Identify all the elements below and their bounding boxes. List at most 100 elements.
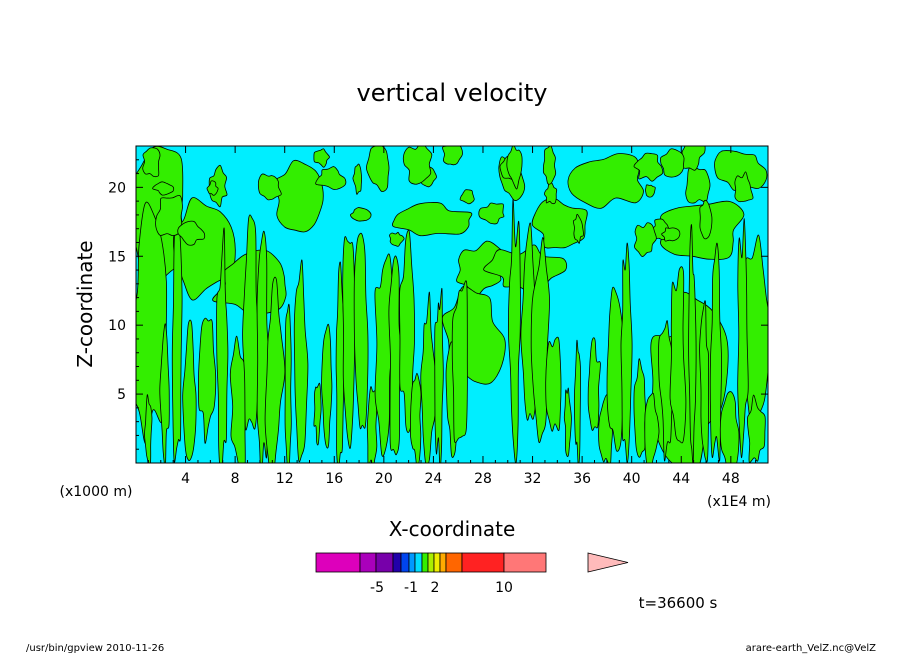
- colorbar-segment: [421, 552, 429, 573]
- x-tick-label: 32: [524, 471, 542, 487]
- x-tick-label: 16: [325, 471, 343, 487]
- colorbar-segment: [400, 552, 410, 573]
- velocity-contour-field: [136, 146, 768, 463]
- contour-region: [442, 146, 463, 166]
- x-tick-label: 28: [474, 471, 492, 487]
- contour-region: [159, 323, 170, 463]
- colorbar-segment: [375, 552, 394, 573]
- colorbar-segment: [408, 552, 416, 573]
- contour-region: [507, 198, 521, 463]
- contour-region: [573, 339, 581, 463]
- contour-region: [335, 261, 345, 463]
- contour-region: [349, 207, 372, 222]
- contour-region: [171, 209, 183, 463]
- colorbar-label: 10: [495, 580, 513, 596]
- contour-region: [257, 173, 282, 201]
- x-unit-left-label: (x1000 m): [60, 484, 133, 500]
- contour-region: [530, 237, 550, 444]
- contour-region: [709, 242, 722, 462]
- colorbar-segment: [427, 552, 435, 573]
- x-unit-right-label: (x1E4 m): [707, 494, 771, 510]
- plot-area: [135, 145, 769, 464]
- contour-region: [572, 213, 584, 244]
- contour-region: [142, 147, 161, 178]
- colorbar-label: 2: [431, 580, 440, 596]
- x-tick-label: 36: [573, 471, 591, 487]
- contour-region: [669, 266, 687, 444]
- contour-region: [434, 287, 444, 463]
- contour-region: [198, 317, 217, 444]
- contour-region: [242, 214, 260, 431]
- contour-region: [542, 146, 557, 185]
- contour-region: [746, 394, 766, 463]
- contour-region: [587, 337, 601, 431]
- contour-region: [606, 286, 624, 452]
- colorbar-segment: [433, 552, 441, 573]
- colorbar-segment: [445, 552, 463, 573]
- contour-region: [284, 303, 292, 463]
- x-tick-label: 8: [231, 471, 240, 487]
- contour-region: [392, 202, 473, 237]
- colorbar: -5 -1 2 10: [315, 552, 629, 596]
- contour-region: [719, 391, 740, 463]
- x-tick-label: 4: [181, 471, 190, 487]
- contour-region: [374, 253, 394, 457]
- x-axis: 4 8 12 16 20 24 28 32 36 40 44 48: [147, 146, 757, 487]
- y-tick-label: 5: [117, 387, 126, 403]
- x-tick-label: 24: [424, 471, 442, 487]
- y-axis: 5 10 15 20: [108, 159, 768, 450]
- contour-region: [315, 166, 347, 190]
- y-tick-label: 20: [108, 180, 126, 196]
- colorbar-segment: [439, 552, 447, 573]
- contour-region: [273, 159, 324, 233]
- contour-region: [714, 150, 768, 191]
- contour-region: [155, 194, 183, 237]
- contour-region: [152, 181, 175, 196]
- contour-region: [389, 231, 405, 247]
- time-label: t=36600 s: [639, 594, 718, 612]
- contour-region: [633, 152, 664, 182]
- contour-region: [506, 146, 523, 190]
- contour-region: [661, 227, 681, 242]
- colorbar-segment: [503, 552, 547, 573]
- contour-region: [388, 255, 403, 456]
- colorbar-segment: [315, 552, 361, 573]
- contour-region: [229, 335, 248, 463]
- contour-region: [321, 323, 333, 449]
- x-tick-label: 44: [672, 471, 690, 487]
- contour-region: [734, 171, 754, 203]
- contour-region: [352, 163, 363, 195]
- contour-region: [633, 222, 657, 257]
- contour-region: [699, 300, 709, 463]
- colorbar-segment: [392, 552, 402, 573]
- contour-region: [313, 148, 330, 168]
- colorbar-segment: [414, 552, 423, 573]
- contour-region: [366, 386, 378, 463]
- colorbar-label: -1: [404, 580, 418, 596]
- contour-region: [182, 319, 197, 461]
- contour-region: [737, 218, 749, 459]
- contour-region: [658, 320, 674, 462]
- contour-region: [633, 358, 646, 458]
- y-tick-label: 15: [108, 249, 126, 265]
- colorbar-arrow: [587, 552, 629, 573]
- contour-region: [699, 199, 713, 240]
- contour-region: [177, 220, 206, 246]
- contour-region: [365, 146, 390, 192]
- contour-region: [409, 372, 422, 463]
- contour-region: [567, 153, 644, 209]
- x-tick-label: 40: [623, 471, 641, 487]
- contour-region: [264, 276, 286, 463]
- x-axis-label: X-coordinate: [389, 517, 516, 541]
- contour-region: [659, 148, 689, 178]
- contour-region: [681, 146, 706, 171]
- contour-region: [563, 387, 572, 457]
- footer-right: arare-earth_VelZ.nc@VelZ: [746, 643, 877, 654]
- contour-region: [206, 180, 219, 196]
- colorbar-label: -5: [370, 580, 384, 596]
- contour-region: [313, 382, 322, 446]
- colorbar-segment: [461, 552, 505, 573]
- contour-region: [342, 236, 356, 449]
- contour-region: [353, 232, 369, 430]
